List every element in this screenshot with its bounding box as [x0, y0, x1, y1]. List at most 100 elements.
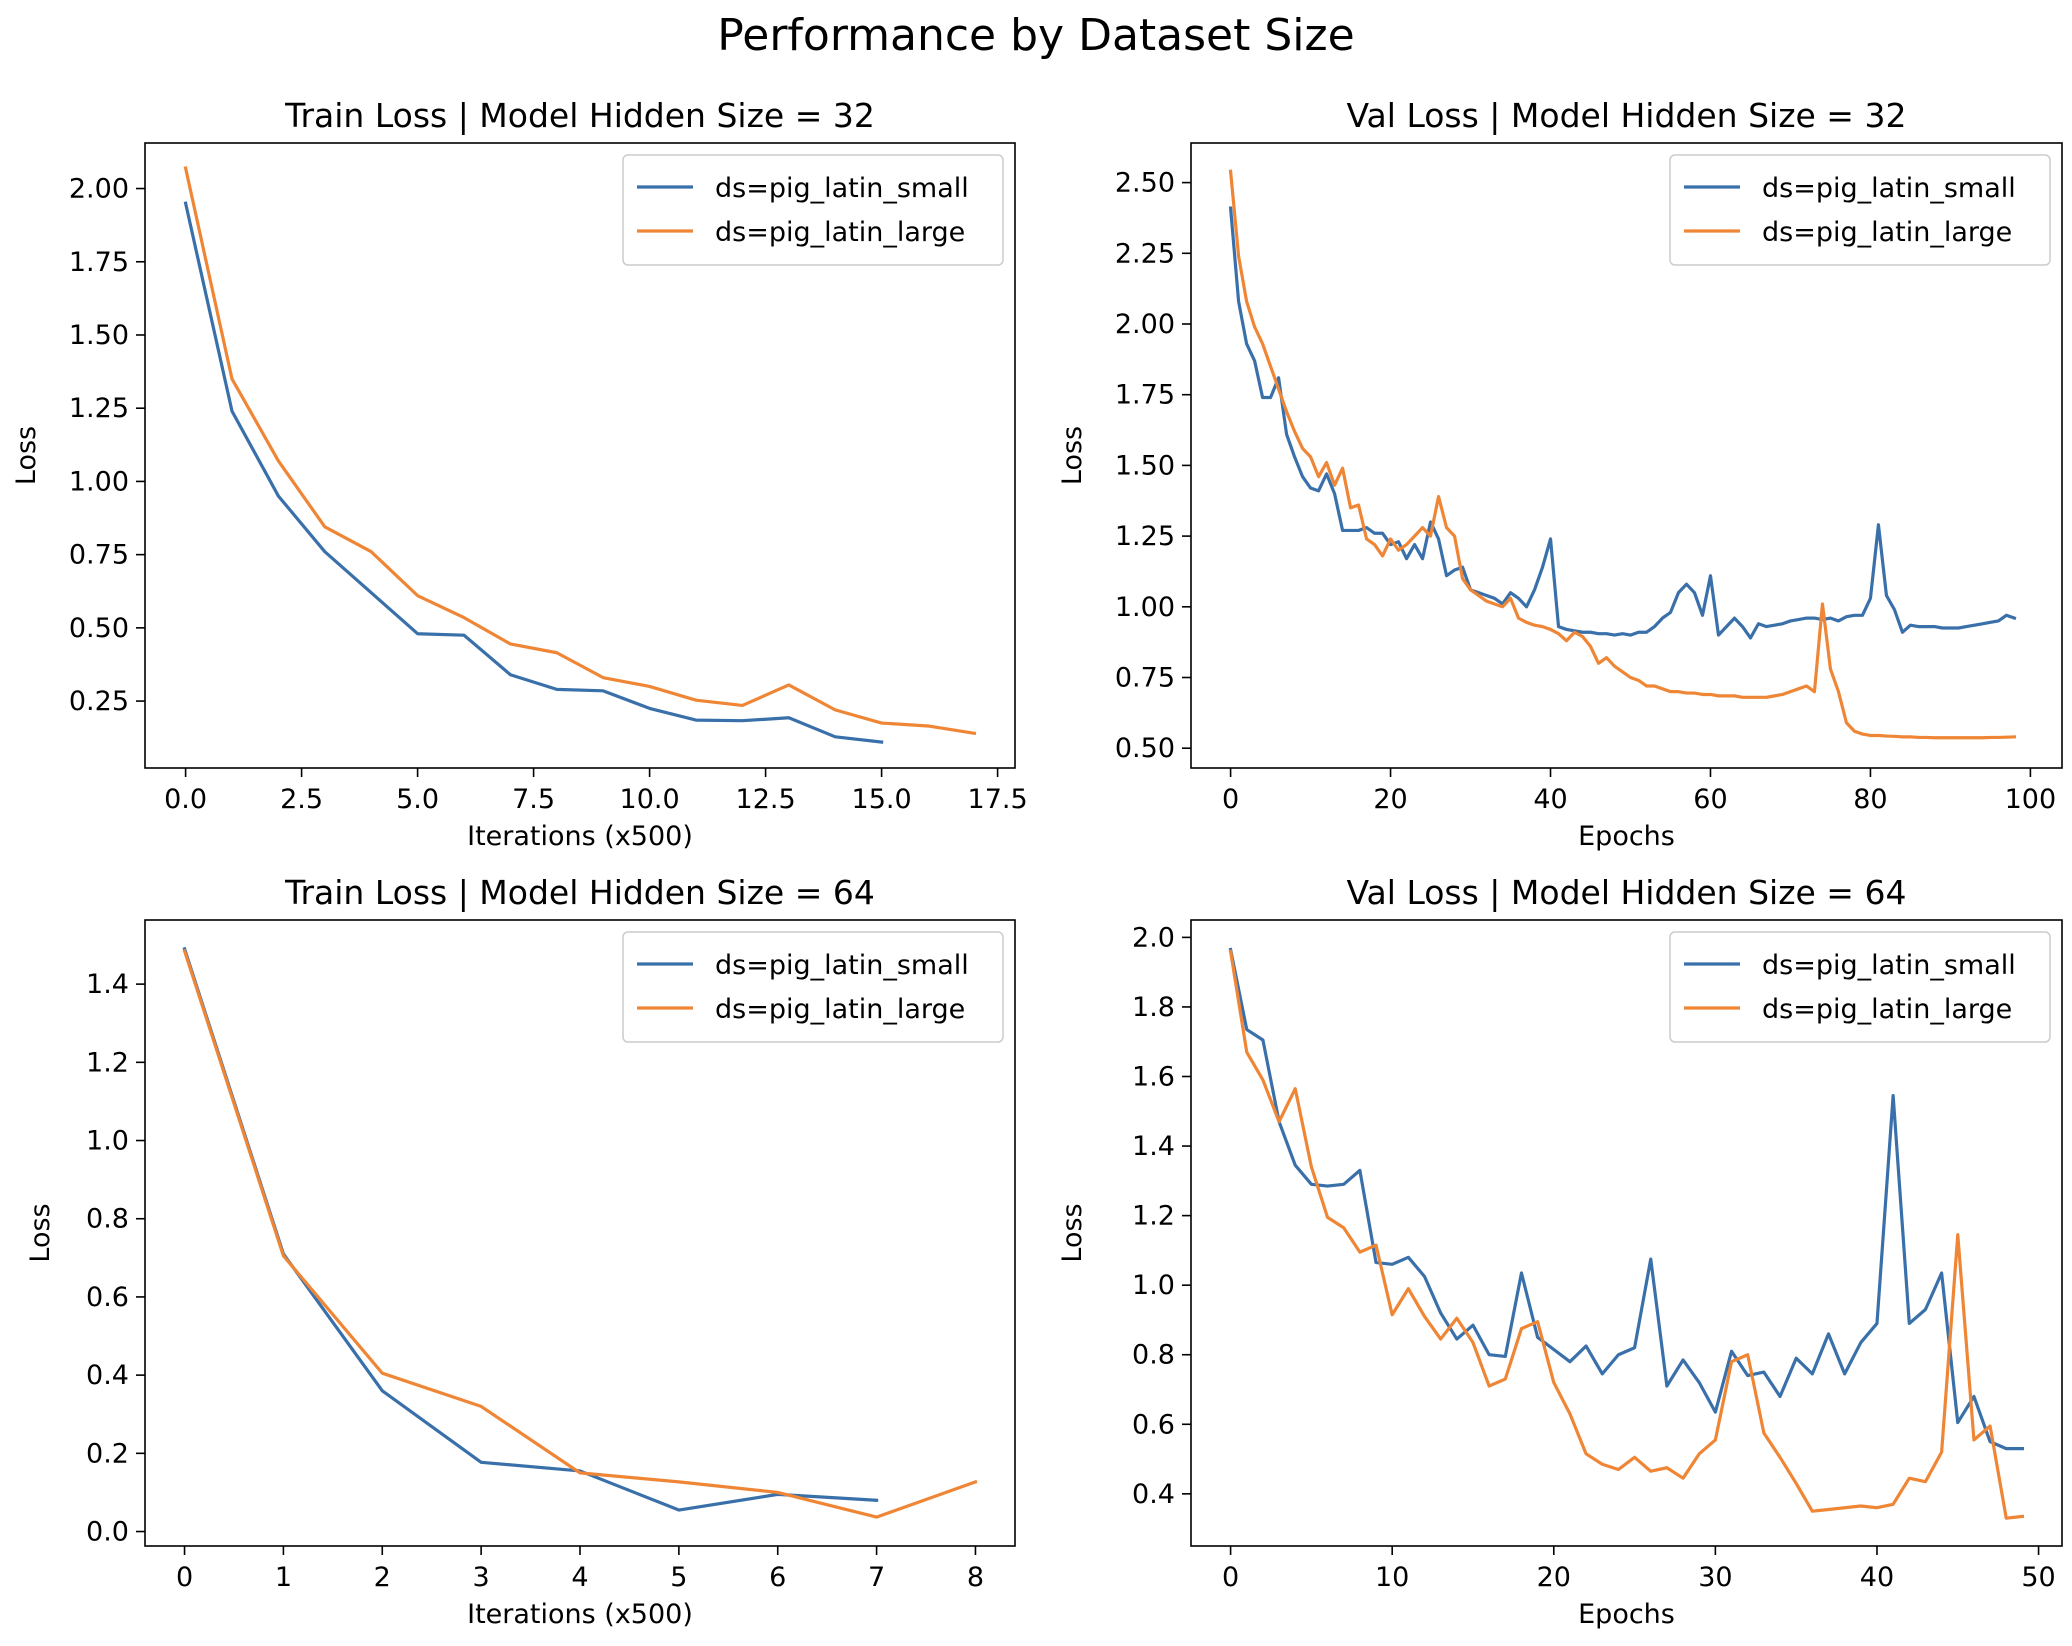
legend-frame: [622, 154, 1004, 266]
x-tick-label: 20: [1373, 784, 1407, 815]
axes-frame: [1190, 919, 2063, 1547]
x-tick-label: 17.5: [968, 784, 1028, 815]
legend-label-large: ds=pig_latin_large: [715, 217, 965, 248]
x-axis-label: Epochs: [1578, 1599, 1675, 1630]
x-tick-label: 4: [571, 1562, 588, 1593]
x-tick-label: 12.5: [736, 784, 796, 815]
legend-label-small: ds=pig_latin_small: [1762, 950, 2016, 981]
y-tick-label: 0.4: [86, 1360, 129, 1391]
x-tick-label: 6: [769, 1562, 786, 1593]
x-tick-label: 1: [275, 1562, 292, 1593]
y-tick-label: 1.4: [1132, 1131, 1175, 1162]
legend-label-large: ds=pig_latin_large: [1762, 994, 2012, 1025]
subplot-2: Val Loss | Model Hidden Size = 32 0 20 40 60…: [1057, 96, 2063, 852]
x-tick-label: 2: [374, 1562, 391, 1593]
x-tick-label: 80: [1853, 784, 1887, 815]
legend-label-large: ds=pig_latin_large: [715, 994, 965, 1025]
subplot-title: Val Loss | Model Hidden Size = 64: [1347, 873, 1907, 912]
y-tick-label: 0.50: [1115, 733, 1175, 764]
y-tick-label: 0.50: [69, 613, 129, 644]
y-tick-label: 0.0: [86, 1517, 129, 1548]
y-axis-label: Loss: [1057, 1203, 1088, 1262]
x-tick-label: 0: [1222, 784, 1239, 815]
y-tick-label: 1.8: [1132, 992, 1175, 1023]
subplot-title: Train Loss | Model Hidden Size = 32: [284, 96, 875, 135]
legend-frame: [1669, 931, 2051, 1043]
y-tick-label: 1.6: [1132, 1062, 1175, 1093]
legend: ds=pig_latin_small ds=pig_latin_large: [1669, 931, 2051, 1043]
x-tick-label: 0: [1222, 1562, 1239, 1593]
subplot-title: Val Loss | Model Hidden Size = 32: [1347, 96, 1907, 135]
figure-suptitle: Performance by Dataset Size: [717, 10, 1354, 61]
x-tick-label: 10.0: [620, 784, 680, 815]
y-tick-label: 1.25: [1115, 521, 1175, 552]
legend-label-small: ds=pig_latin_small: [715, 950, 969, 981]
x-tick-label: 40: [1533, 784, 1567, 815]
x-tick-label: 0.0: [164, 784, 207, 815]
series-line-large: [182, 948, 978, 1519]
y-tick-label: 1.2: [86, 1047, 129, 1078]
y-tick-label: 1.4: [86, 969, 129, 1000]
x-tick-label: 2.5: [280, 784, 323, 815]
legend-frame: [1669, 154, 2051, 266]
y-tick-label: 1.0: [86, 1126, 129, 1157]
y-tick-label: 1.50: [1115, 450, 1175, 481]
y-tick-label: 2.25: [1115, 238, 1175, 269]
subplot-1: Train Loss | Model Hidden Size = 32 0.0 2.…: [11, 96, 1028, 852]
y-tick-label: 0.8: [86, 1204, 129, 1235]
y-tick-label: 1.00: [69, 466, 129, 497]
y-tick-label: 1.00: [1115, 592, 1175, 623]
x-axis-label: Iterations (x500): [467, 1599, 693, 1630]
x-tick-label: 8: [967, 1562, 984, 1593]
x-tick-label: 50: [2021, 1562, 2055, 1593]
y-tick-label: 2.00: [69, 174, 129, 205]
series-line-small: [1228, 947, 2025, 1451]
legend-label-small: ds=pig_latin_small: [715, 173, 969, 204]
y-tick-label: 0.6: [1132, 1409, 1175, 1440]
y-tick-label: 1.25: [69, 393, 129, 424]
y-tick-label: 0.2: [86, 1438, 129, 1469]
x-tick-label: 7.5: [512, 784, 555, 815]
legend-label-small: ds=pig_latin_small: [1762, 173, 2016, 204]
subplot-4: Val Loss | Model Hidden Size = 64 0 10 20 30…: [1057, 873, 2063, 1630]
x-tick-label: 15.0: [852, 784, 912, 815]
x-tick-label: 60: [1693, 784, 1727, 815]
x-axis-label: Iterations (x500): [467, 821, 693, 852]
x-tick-label: 0: [176, 1562, 193, 1593]
y-tick-label: 2.50: [1115, 168, 1175, 199]
x-tick-label: 100: [2005, 784, 2057, 815]
legend: ds=pig_latin_small ds=pig_latin_large: [622, 154, 1004, 266]
subplot-title: Train Loss | Model Hidden Size = 64: [284, 873, 875, 912]
y-tick-label: 2.00: [1115, 309, 1175, 340]
legend: ds=pig_latin_small ds=pig_latin_large: [1669, 154, 2051, 266]
y-tick-label: 0.75: [1115, 663, 1175, 694]
series-line-large: [1228, 949, 2025, 1520]
y-tick-label: 2.0: [1132, 922, 1175, 953]
x-tick-label: 5: [670, 1562, 687, 1593]
x-tick-label: 3: [473, 1562, 490, 1593]
y-tick-label: 0.25: [69, 686, 129, 717]
y-tick-label: 0.6: [86, 1282, 129, 1313]
x-tick-label: 30: [1698, 1562, 1732, 1593]
y-axis-label: Loss: [25, 1203, 56, 1262]
y-tick-label: 0.8: [1132, 1340, 1175, 1371]
y-tick-label: 1.75: [69, 247, 129, 278]
series-line-small: [1228, 206, 2017, 640]
series-line-large: [1228, 169, 2017, 740]
y-axis-label: Loss: [1057, 426, 1088, 485]
subplot-3: Train Loss | Model Hidden Size = 64 0 1 2 3 4…: [25, 873, 1016, 1630]
x-tick-label: 20: [1537, 1562, 1571, 1593]
y-tick-label: 0.75: [69, 540, 129, 571]
axes-frame: [1190, 142, 2063, 769]
y-tick-label: 1.2: [1132, 1201, 1175, 1232]
y-tick-label: 1.75: [1115, 380, 1175, 411]
series-line-small: [183, 201, 884, 744]
x-tick-label: 40: [1860, 1562, 1894, 1593]
x-tick-label: 5.0: [396, 784, 439, 815]
y-tick-label: 1.50: [69, 320, 129, 351]
x-tick-label: 7: [868, 1562, 885, 1593]
y-tick-label: 0.4: [1132, 1479, 1175, 1510]
x-axis-label: Epochs: [1578, 821, 1675, 852]
y-tick-label: 1.0: [1132, 1270, 1175, 1301]
